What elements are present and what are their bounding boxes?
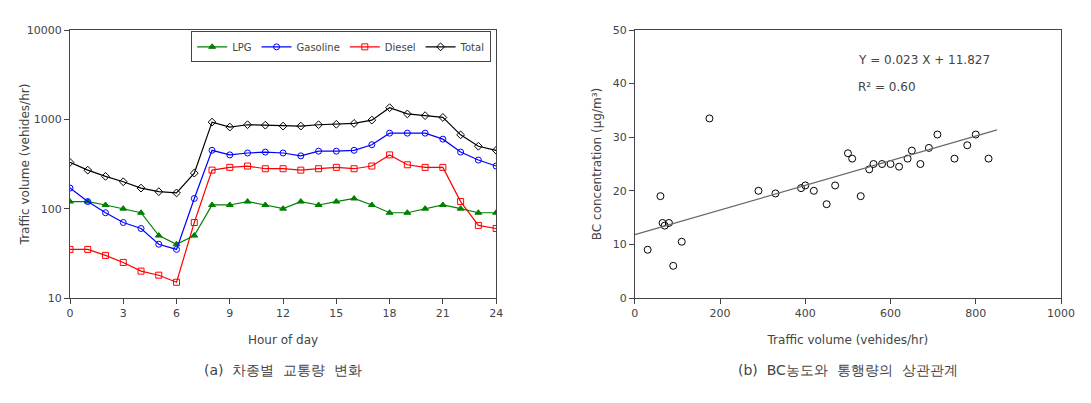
svg-text:100: 100 [41, 203, 62, 216]
svg-text:600: 600 [880, 307, 901, 320]
svg-text:0: 0 [620, 292, 627, 305]
svg-text:0: 0 [67, 307, 74, 320]
svg-text:24: 24 [489, 307, 503, 320]
svg-text:Gasoline: Gasoline [297, 42, 340, 53]
svg-text:10: 10 [48, 292, 62, 305]
svg-text:10: 10 [613, 238, 627, 251]
svg-text:Hour of day: Hour of day [248, 333, 318, 347]
svg-text:6: 6 [173, 307, 180, 320]
svg-text:30: 30 [613, 131, 627, 144]
svg-text:(a) 차종별 교통량 변화: (a) 차종별 교통량 변화 [204, 362, 362, 378]
svg-text:12: 12 [276, 307, 290, 320]
svg-text:3: 3 [120, 307, 127, 320]
svg-text:(b) BC농도와 통행량의 상관관계: (b) BC농도와 통행량의 상관관계 [738, 362, 958, 378]
svg-text:40: 40 [613, 77, 627, 90]
svg-text:400: 400 [795, 307, 816, 320]
svg-text:1000: 1000 [34, 113, 62, 126]
svg-text:15: 15 [329, 307, 343, 320]
svg-text:Diesel: Diesel [385, 42, 416, 53]
svg-text:20: 20 [613, 185, 627, 198]
svg-text:10000: 10000 [27, 24, 62, 37]
svg-text:BC concentration (μg/m³): BC concentration (μg/m³) [590, 88, 604, 240]
svg-text:Total: Total [460, 42, 484, 53]
svg-text:R² = 0.60: R² = 0.60 [858, 80, 916, 94]
svg-text:21: 21 [436, 307, 450, 320]
svg-text:LPG: LPG [232, 42, 251, 53]
svg-text:1000: 1000 [1047, 307, 1075, 320]
svg-text:9: 9 [226, 307, 233, 320]
svg-text:Traffic volume (vehides/hr): Traffic volume (vehides/hr) [767, 333, 929, 347]
svg-text:Traffic volume (vehides/hr): Traffic volume (vehides/hr) [18, 84, 32, 246]
svg-text:200: 200 [710, 307, 731, 320]
svg-text:18: 18 [383, 307, 397, 320]
svg-text:50: 50 [613, 24, 627, 37]
svg-text:Y = 0.023 X + 11.827: Y = 0.023 X + 11.827 [858, 53, 990, 67]
svg-text:800: 800 [965, 307, 986, 320]
svg-text:0: 0 [631, 307, 638, 320]
